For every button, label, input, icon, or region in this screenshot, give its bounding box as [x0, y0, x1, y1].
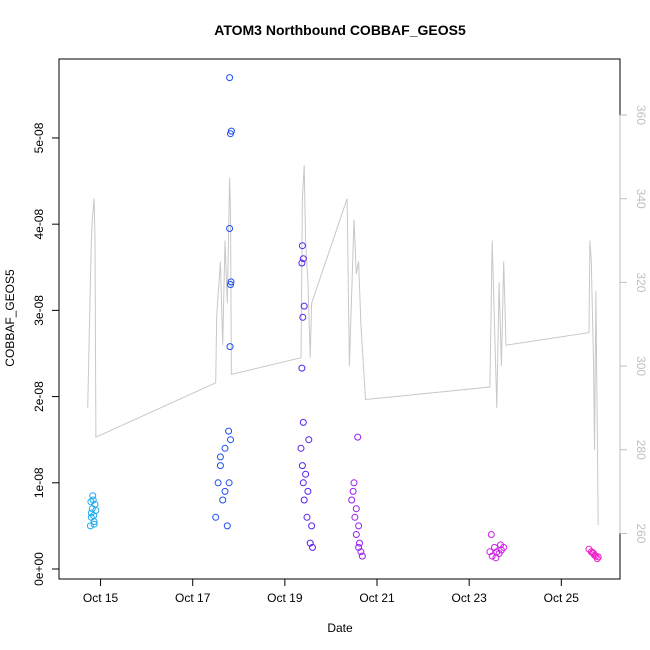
data-point	[298, 364, 306, 372]
y2-tick-label: 360	[634, 105, 648, 125]
data-point	[225, 479, 233, 487]
data-point	[298, 242, 306, 250]
data-point	[356, 539, 363, 547]
data-point	[227, 278, 235, 286]
data-point	[299, 479, 307, 487]
data-point	[302, 470, 310, 478]
data-point	[298, 259, 306, 267]
y-tick-label: 0e+00	[32, 552, 46, 586]
data-point	[308, 522, 316, 530]
data-point	[226, 225, 234, 232]
data-point	[352, 531, 360, 538]
data-point	[214, 479, 222, 487]
data-point	[350, 479, 358, 487]
data-point	[221, 444, 229, 452]
data-point	[216, 453, 224, 461]
data-point	[354, 433, 362, 441]
data-point	[299, 255, 307, 263]
data-point	[88, 505, 96, 513]
data-point	[497, 541, 504, 549]
data-point	[355, 522, 363, 530]
x-tick-label: Oct 17	[175, 591, 211, 605]
x-tick-label: Oct 23	[451, 591, 487, 605]
data-point	[348, 496, 356, 504]
data-point	[300, 302, 308, 310]
data-point	[90, 512, 98, 520]
y-tick-label: 4e-08	[32, 209, 46, 240]
data-point	[226, 74, 234, 82]
y-axis-label: COBBAF_GEOS5	[3, 269, 17, 367]
data-point	[219, 496, 227, 504]
data-point	[304, 487, 312, 495]
y-axis: 0e+00 1e-08 2e-08 3e-08 4e-08 5e-08	[32, 122, 60, 586]
x-tick-label: Oct 25	[544, 591, 580, 605]
data-point	[90, 520, 98, 528]
line-series	[87, 165, 599, 526]
data-point	[297, 444, 305, 452]
data-point	[299, 313, 307, 321]
data-point	[358, 552, 366, 560]
line-layer	[87, 165, 599, 526]
data-point	[355, 543, 363, 551]
data-point	[303, 513, 311, 521]
data-point	[227, 281, 234, 288]
data-point	[223, 522, 231, 530]
plot-area	[58, 58, 621, 580]
data-point	[299, 418, 307, 426]
points-layer	[86, 74, 602, 563]
data-point	[221, 487, 229, 495]
data-point	[349, 487, 357, 495]
data-point	[352, 505, 360, 513]
data-point	[212, 513, 220, 521]
y2-tick-label: 340	[634, 189, 648, 209]
y2-axis: 260 280 300 320 340 360	[619, 105, 648, 544]
y2-tick-label: 320	[634, 272, 648, 292]
data-point	[226, 343, 234, 351]
data-point	[309, 543, 316, 551]
data-point	[351, 513, 359, 521]
x-tick-label: Oct 21	[359, 591, 395, 605]
y-tick-label: 5e-08	[32, 122, 46, 153]
y2-tick-label: 280	[634, 440, 648, 460]
data-point	[298, 462, 306, 470]
data-point	[593, 555, 601, 563]
data-point	[227, 127, 235, 135]
data-point	[488, 552, 496, 560]
y-tick-label: 2e-08	[32, 381, 46, 412]
y-tick-label: 1e-08	[32, 467, 46, 498]
y2-tick-label: 260	[634, 523, 648, 543]
data-point	[300, 496, 308, 504]
data-point	[492, 554, 500, 562]
x-axis: Oct 15 Oct 17 Oct 19 Oct 21 Oct 23 Oct 25	[83, 578, 580, 605]
data-point	[89, 496, 97, 504]
chart-title: ATOM3 Northbound COBBAF_GEOS5	[214, 22, 466, 38]
y-tick-label: 3e-08	[32, 295, 46, 326]
x-tick-label: Oct 15	[83, 591, 119, 605]
data-point	[89, 492, 97, 500]
y2-tick-label: 300	[634, 356, 648, 376]
data-point	[216, 462, 224, 470]
x-axis-label: Date	[327, 621, 353, 635]
data-point	[487, 531, 495, 538]
x-tick-label: Oct 19	[267, 591, 303, 605]
data-point	[225, 427, 233, 435]
data-point	[305, 436, 313, 444]
data-point	[227, 436, 234, 444]
data-point	[86, 522, 94, 530]
data-point	[87, 498, 95, 506]
